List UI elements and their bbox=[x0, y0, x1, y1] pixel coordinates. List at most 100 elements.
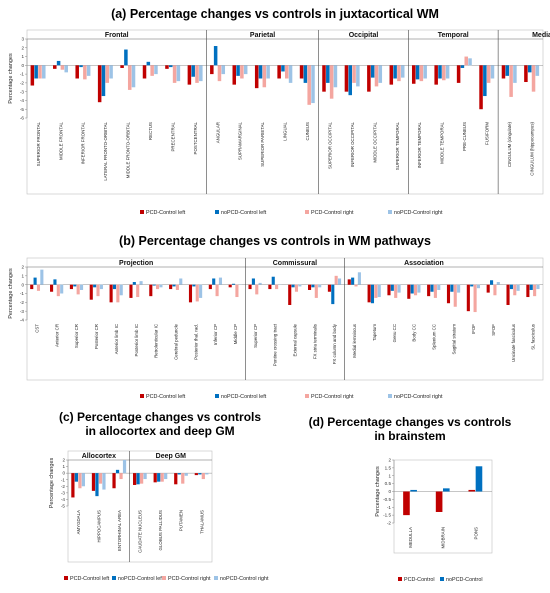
bar-nopcd-control-right-middle-temporal bbox=[445, 65, 450, 79]
bar-pcd-control-left-hippocampus bbox=[91, 473, 96, 491]
y-tick-label: -4 bbox=[61, 497, 66, 502]
y-tick-label: 1.5 bbox=[385, 465, 392, 470]
bar-nopcd-control-right-lingual bbox=[288, 65, 293, 83]
bar-nopcd-control-right-genu-cc bbox=[397, 284, 401, 293]
category-label: CINGULUM (cingulate) bbox=[507, 121, 512, 167]
bar-nopcd-control-left-cingulum-hippocampus bbox=[527, 65, 532, 73]
category-label: PRE-CUNEUS bbox=[462, 122, 467, 151]
legend-swatch-nopcd-control-right bbox=[388, 394, 392, 398]
category-label: Posterior limb IC bbox=[134, 324, 139, 356]
bar-nopcd-control-right-cuneus bbox=[311, 65, 315, 104]
category-label: GLOBUS PALLIDUS bbox=[158, 510, 163, 550]
bar-pcd-control-left-cingulum-cingulate bbox=[501, 65, 506, 79]
chart-title: in allocortex and deep GM bbox=[85, 424, 234, 438]
category-label: SUPERIOR FRONTAL bbox=[36, 121, 41, 166]
bar-nopcd-control-right-superior-parietal bbox=[266, 65, 270, 79]
category-label: Retrolenticular IC bbox=[154, 324, 159, 358]
bar-nopcd-control-right-posterior-thal-rad bbox=[199, 284, 203, 298]
bar-pcd-control-left-splenium-cc bbox=[427, 284, 431, 297]
bar-pcd-control-right-external-capsule bbox=[294, 284, 299, 292]
bar-pcd-control-right-pre-cuneus bbox=[464, 56, 468, 66]
bar-pcd-control-right-posterior-limb-ic bbox=[136, 284, 140, 298]
bar-pcd-control-right-entorhinal-area bbox=[119, 473, 123, 480]
bar-pcd-control-left-anterior-limb-ic bbox=[109, 284, 113, 303]
bar-nopcd-control-left-ifof bbox=[470, 284, 474, 287]
bar-pcd-control-right-globus-pallidus bbox=[160, 473, 164, 482]
category-label: SUPERIOR PARIETAL bbox=[260, 121, 265, 166]
bar-pcd-control-right-inferior-frontal bbox=[83, 65, 87, 80]
category-label: PONS bbox=[473, 527, 478, 540]
legend-swatch-pcd-control-right bbox=[305, 394, 309, 398]
bar-nopcd-control-left-postcentral bbox=[191, 65, 195, 77]
bar-pcd-control-right-posterior-thal-rad bbox=[195, 284, 199, 302]
y-tick-label: -1 bbox=[387, 505, 392, 510]
bar-nopcd-control-right-superior-cr bbox=[79, 284, 84, 290]
bar-nopcd-control-left-body-cc bbox=[410, 284, 414, 294]
category-label: Anterior CR bbox=[54, 324, 59, 347]
y-tick-label: -2 bbox=[61, 484, 66, 489]
bar-nopcd-control-left-sagittal-stratum bbox=[450, 284, 454, 292]
bar-nopcd-control-left-superior-parietal bbox=[258, 65, 263, 79]
bar-pcd-control-right-cingulum-hippocampus bbox=[531, 65, 536, 92]
legend-swatch-nopcd-control-left bbox=[112, 576, 116, 580]
bar-pcd-control-left-superior-cr bbox=[69, 284, 73, 290]
bar-nopcd-control-right-sl-fasciculus bbox=[536, 284, 540, 290]
bar-pcd-control-right-superior-occipital bbox=[329, 65, 334, 99]
bar-nopcd-control-left-superior-occipital bbox=[326, 65, 330, 83]
group-label-frontal: Frontal bbox=[105, 32, 129, 39]
y-tick-label: 1 bbox=[21, 54, 24, 59]
bar-pcd-control-left-postcentral bbox=[187, 65, 192, 85]
legend-label-pcd-control-left: PCD-Control left bbox=[146, 210, 186, 216]
bar-nopcd-control-right-rectus bbox=[154, 65, 158, 75]
legend-label-nopcd-control-right: noPCD-Control right bbox=[394, 394, 443, 400]
bar-pcd-control-left-posterior-cr bbox=[89, 284, 93, 300]
category-label: POSTCENTRAL bbox=[193, 121, 198, 154]
bar-pcd-control-right-lingual bbox=[285, 65, 289, 79]
bar-pcd-control-right-precentral bbox=[172, 65, 177, 83]
category-label: PRECENTRAL bbox=[170, 121, 175, 151]
bar-nopcd-control-midbrain bbox=[443, 488, 450, 492]
bar-pcd-control-right-medial-lemniscus bbox=[354, 284, 358, 287]
legend-swatch-pcd-control-right bbox=[162, 576, 166, 580]
bar-nopcd-control-left-supramarginal bbox=[236, 65, 240, 76]
bar-pcd-control-left-retrolenticular-ic bbox=[149, 284, 153, 297]
bar-nopcd-control-left-superior-temporal bbox=[393, 65, 397, 79]
category-label: Middle CP bbox=[233, 324, 238, 344]
bar-nopcd-control-right-superior-frontal bbox=[42, 65, 46, 79]
bar-pcd-control-right-superior-frontal bbox=[38, 65, 42, 79]
y-tick-label: -5 bbox=[20, 107, 25, 112]
bar-pcd-control-right-supramarginal bbox=[240, 65, 244, 79]
bar-nopcd-control-right-superior-cp bbox=[258, 282, 262, 285]
bar-nopcd-control-left-inferior-cp bbox=[212, 278, 216, 285]
category-label: SUPRAMARGINAL bbox=[238, 121, 243, 160]
bar-nopcd-control-right-thalamus bbox=[205, 473, 209, 475]
bar-pcd-control-right-lateral-fronto-orbital bbox=[105, 65, 110, 83]
category-label: LINGUAL bbox=[283, 121, 288, 140]
legend-swatch-nopcd-control-left bbox=[215, 210, 219, 214]
bar-nopcd-control-left-middle-fronto-orbital bbox=[124, 49, 128, 66]
category-label: PUTAMEN bbox=[179, 510, 184, 531]
group-label-deep-gm: Deep GM bbox=[156, 453, 187, 460]
bar-pcd-control-left-pre-cuneus bbox=[456, 65, 461, 83]
y-tick-label: 1 bbox=[62, 464, 65, 469]
bar-nopcd-control-right-fx-stria-terminalis bbox=[318, 284, 322, 288]
bar-pcd-control-left-fusiform bbox=[479, 65, 483, 110]
bar-pcd-control-right-ifof bbox=[473, 284, 477, 313]
bar-pcd-control-left-superior-temporal bbox=[389, 65, 394, 85]
bar-nopcd-control-right-uncinate-fasciculus bbox=[516, 284, 520, 291]
bar-pcd-control-left-middle-occipital bbox=[367, 65, 371, 92]
bar-pcd-control-left-supramarginal bbox=[232, 65, 237, 85]
bar-nopcd-control-left-fusiform bbox=[483, 65, 487, 97]
category-label: AMYGDALA bbox=[76, 510, 81, 534]
legend-label-pcd-control: PCD-Control bbox=[404, 577, 435, 583]
bar-nopcd-control-left-pontine-crossing-tract bbox=[271, 276, 275, 285]
group-label-temporal: Temporal bbox=[438, 32, 469, 39]
bar-nopcd-control-right-caudate-nucleus bbox=[143, 473, 147, 480]
category-label: LATERAL FRONTO-ORBITAL bbox=[103, 121, 108, 180]
group-label-medial: Medial bbox=[532, 32, 550, 39]
bar-nopcd-control-left-putamen bbox=[177, 473, 181, 475]
bar-pcd-control-right-middle-temporal bbox=[442, 65, 446, 81]
bar-pcd-control-right-body-cc bbox=[414, 284, 418, 296]
category-label: Genu CC bbox=[392, 324, 397, 342]
